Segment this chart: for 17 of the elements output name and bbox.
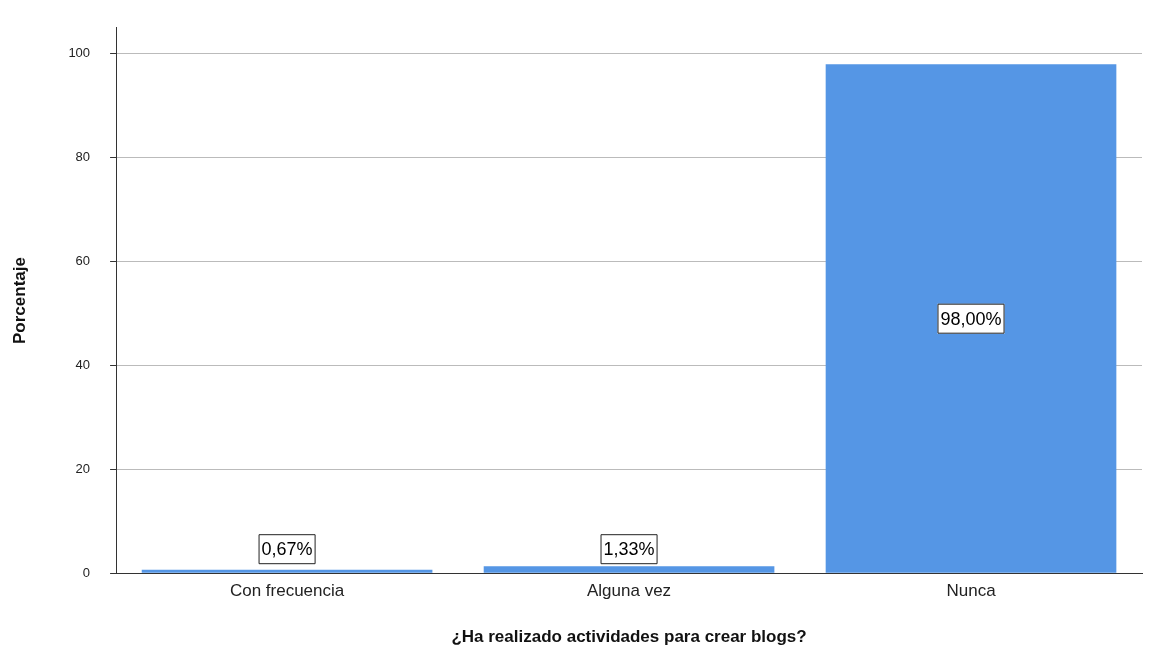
y-tick-label: 60 bbox=[75, 253, 91, 269]
bar bbox=[825, 64, 1117, 573]
bar bbox=[141, 569, 433, 573]
y-tick-label: 40 bbox=[75, 357, 91, 373]
x-tick-label: Alguna vez bbox=[586, 581, 672, 601]
y-tick-label: 20 bbox=[75, 460, 91, 476]
y-tick-label: 0 bbox=[82, 564, 91, 580]
y-tick-label: 80 bbox=[75, 149, 91, 165]
data-label: 98,00% bbox=[940, 308, 1002, 329]
y-axis-title: Porcentaje bbox=[9, 257, 29, 344]
data-label: 0,67% bbox=[261, 539, 313, 560]
x-tick-label: Nunca bbox=[946, 581, 997, 601]
x-axis-title: ¿Ha realizado actividades para crear blogs? bbox=[451, 627, 807, 647]
y-tick-label: 100 bbox=[68, 45, 91, 61]
x-tick-label: Con frecuencia bbox=[229, 581, 345, 601]
bar bbox=[483, 566, 775, 573]
data-label: 1,33% bbox=[603, 539, 655, 560]
